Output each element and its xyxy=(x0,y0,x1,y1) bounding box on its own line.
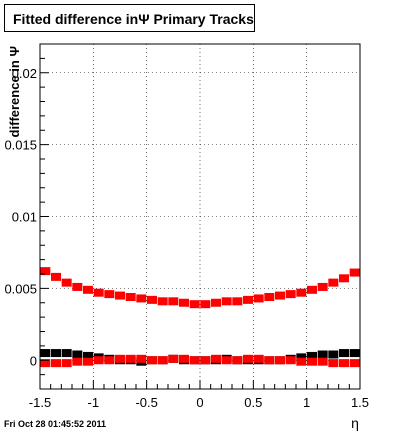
data-point xyxy=(179,354,189,363)
x-tick-label: 1.5 xyxy=(351,395,369,410)
chart-title: Fitted difference inΨ Primary Tracks xyxy=(13,11,254,27)
data-point xyxy=(264,293,275,301)
y-axis-label: difference in Ψ xyxy=(7,46,22,137)
data-point xyxy=(296,353,307,362)
data-point xyxy=(349,268,360,277)
series-2 xyxy=(40,354,360,368)
data-point xyxy=(93,356,104,365)
data-point xyxy=(328,350,339,359)
series-0 xyxy=(40,267,360,309)
data-point xyxy=(168,354,179,363)
data-point xyxy=(200,300,211,309)
axes: -1.5 -1 -0.5 0 0.5 1 1.5 0 0.005 0.01 0.015 0.02 xyxy=(4,43,369,410)
data-point xyxy=(243,354,253,363)
data-point xyxy=(115,291,125,300)
data-point xyxy=(317,282,328,291)
x-tick-label: -1.5 xyxy=(29,395,51,410)
data-point xyxy=(147,295,157,304)
y-tick-label: 0 xyxy=(30,353,37,368)
data-point xyxy=(125,293,136,301)
title-box: Fitted difference inΨ Primary Tracks xyxy=(4,4,255,32)
data-point xyxy=(40,349,51,358)
data-point xyxy=(275,291,285,300)
data-point xyxy=(317,350,328,359)
y-tick-label: 0.01 xyxy=(12,210,37,225)
y-tick-label: 0.005 xyxy=(4,281,37,296)
data-point xyxy=(189,300,200,309)
data-point xyxy=(147,356,157,365)
data-point xyxy=(232,356,243,365)
data-point xyxy=(51,272,61,281)
data-point xyxy=(243,295,253,304)
y-tick-label: 0.015 xyxy=(4,138,37,153)
data-point xyxy=(307,285,317,294)
data-point xyxy=(211,354,221,363)
data-point xyxy=(157,356,168,365)
data-point xyxy=(296,288,307,297)
data-point xyxy=(168,297,179,306)
x-tick-label: -1 xyxy=(88,395,100,410)
data-point xyxy=(328,359,339,368)
data-point xyxy=(285,356,296,365)
data-point xyxy=(40,267,51,276)
data-point xyxy=(179,298,189,307)
data-point xyxy=(125,354,136,363)
series-layer xyxy=(40,267,360,368)
x-axis-label: η xyxy=(351,415,359,431)
data-point xyxy=(264,356,275,365)
data-point xyxy=(232,297,243,306)
data-point xyxy=(221,356,232,365)
data-point xyxy=(72,282,83,291)
data-point xyxy=(275,356,285,365)
grid xyxy=(40,44,360,389)
data-point xyxy=(115,354,125,363)
data-point xyxy=(51,349,61,358)
data-point xyxy=(349,349,360,358)
data-point xyxy=(157,297,168,306)
data-point xyxy=(253,354,264,363)
data-point xyxy=(72,350,83,359)
data-point xyxy=(83,285,93,294)
data-point xyxy=(307,357,317,366)
data-point xyxy=(296,357,307,366)
data-point xyxy=(104,356,115,365)
data-point xyxy=(339,274,349,283)
data-point xyxy=(339,359,349,368)
data-point xyxy=(211,298,221,307)
x-tick-label: 0.5 xyxy=(244,395,262,410)
x-tick-label: 0 xyxy=(196,395,203,410)
data-point xyxy=(93,288,104,297)
data-point xyxy=(136,294,147,303)
data-point xyxy=(61,349,72,358)
data-point xyxy=(83,357,93,366)
data-point xyxy=(285,290,296,299)
y-tick-label: 0.02 xyxy=(12,66,37,81)
x-tick-label: 1 xyxy=(303,395,310,410)
data-point xyxy=(221,297,232,306)
data-point xyxy=(104,290,115,299)
data-point xyxy=(328,278,339,287)
data-point xyxy=(61,359,72,368)
data-point xyxy=(339,349,349,358)
data-point xyxy=(317,357,328,366)
data-point xyxy=(83,351,93,360)
data-point xyxy=(253,294,264,303)
data-point xyxy=(51,359,61,368)
data-point xyxy=(349,359,360,368)
data-point xyxy=(136,354,147,363)
data-point xyxy=(61,278,72,287)
timestamp: Fri Oct 28 01:45:52 2011 xyxy=(4,419,107,429)
data-point xyxy=(200,356,211,365)
data-point xyxy=(40,359,51,368)
data-point xyxy=(72,357,83,366)
data-point xyxy=(307,351,317,360)
x-tick-label: -0.5 xyxy=(135,395,157,410)
data-point xyxy=(189,356,200,365)
